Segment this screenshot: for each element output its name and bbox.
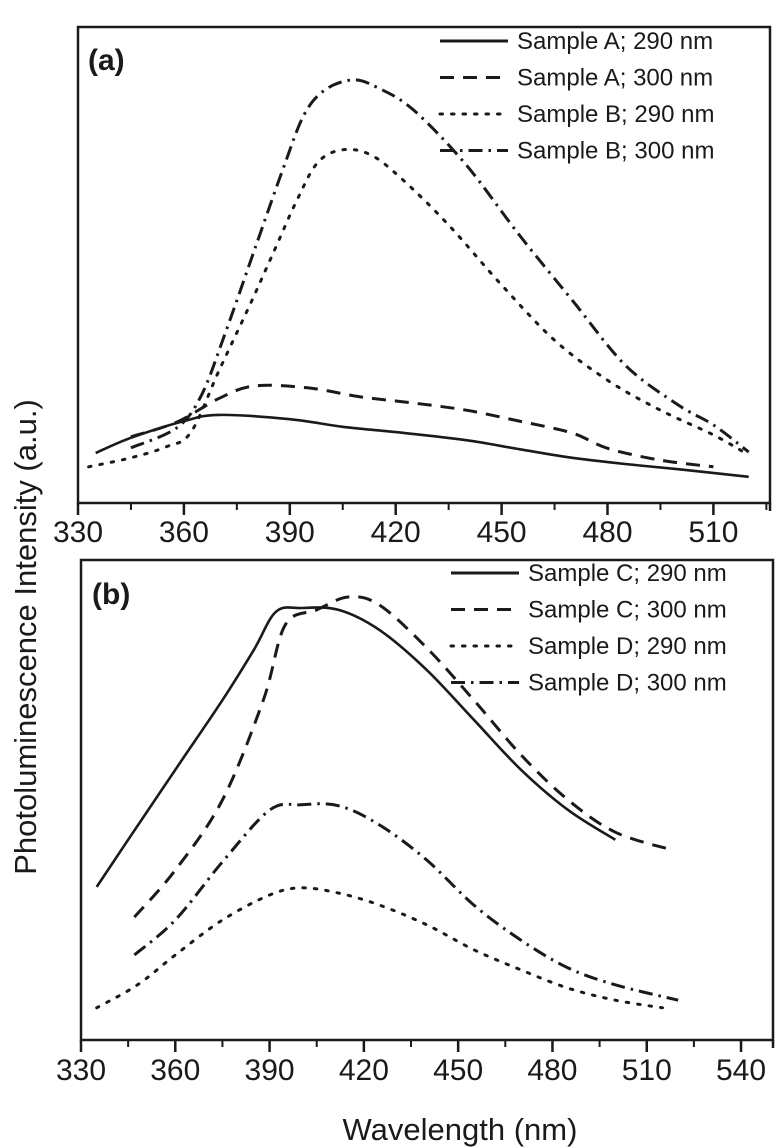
legend-label: Sample B; 300 nm [517,138,714,165]
x-tick-label: 330 [53,516,103,549]
panel-b: 330 360 390 420 450 480 510 540 (b) Sample C; 2… [56,558,775,1087]
x-tick-label: 330 [56,1054,106,1087]
series-line-sample-c-290-nm [95,606,616,888]
x-tick-label: 390 [265,516,315,549]
y-axis-title: Photoluminescence Intensity (a.u.) [8,399,43,875]
panel-a: 330 360 390 420 450 480 510 (a) Sample A; 290 … [53,25,772,549]
panel-a-x-ticks: 330 360 390 420 450 480 510 [53,503,772,549]
x-tick-label: 450 [433,1054,483,1087]
panel-b-label: (b) [92,578,130,611]
legend-label: Sample C; 290 nm [528,560,727,587]
legend-label: Sample C; 300 nm [528,597,727,624]
x-tick-label: 540 [716,1054,766,1087]
x-tick-label: 390 [245,1054,295,1087]
legend-label: Sample B; 290 nm [517,101,714,128]
x-tick-label: 360 [159,516,209,549]
panel-a-series [87,78,751,479]
legend-label: Sample A; 300 nm [517,65,713,92]
panel-a-frame [76,25,772,505]
x-axis-title: Wavelength (nm) [343,1112,578,1147]
panel-b-frame [79,558,775,1042]
panel-a-label: (a) [88,44,125,77]
panel-b-legend: Sample C; 290 nm Sample C; 300 nm Sample D… [449,560,727,697]
series-line-sample-a-290-nm [95,413,749,479]
series-line-sample-d-290-nm [95,886,664,1010]
legend-label: Sample D; 290 nm [528,633,727,660]
series-line-sample-a-300-nm [130,383,714,469]
x-tick-label: 510 [622,1054,672,1087]
legend-label: Sample D; 300 nm [528,670,727,697]
x-tick-label: 450 [477,516,527,549]
series-line-sample-c-300-nm [133,595,673,919]
legend-label: Sample A; 290 nm [517,28,713,55]
x-tick-label: 360 [150,1054,200,1087]
panel-b-series [95,595,679,1010]
panel-a-legend: Sample A; 290 nm Sample A; 300 nm Sample B… [438,28,714,165]
x-tick-label: 510 [688,516,738,549]
x-tick-label: 420 [371,516,421,549]
series-line-sample-d-300-nm [133,802,679,1002]
series-line-sample-b-290-nm [87,147,751,469]
x-tick-label: 480 [582,516,632,549]
panel-b-x-ticks: 330 360 390 420 450 480 510 540 [56,1040,775,1087]
x-tick-label: 420 [339,1054,389,1087]
x-tick-label: 480 [527,1054,577,1087]
